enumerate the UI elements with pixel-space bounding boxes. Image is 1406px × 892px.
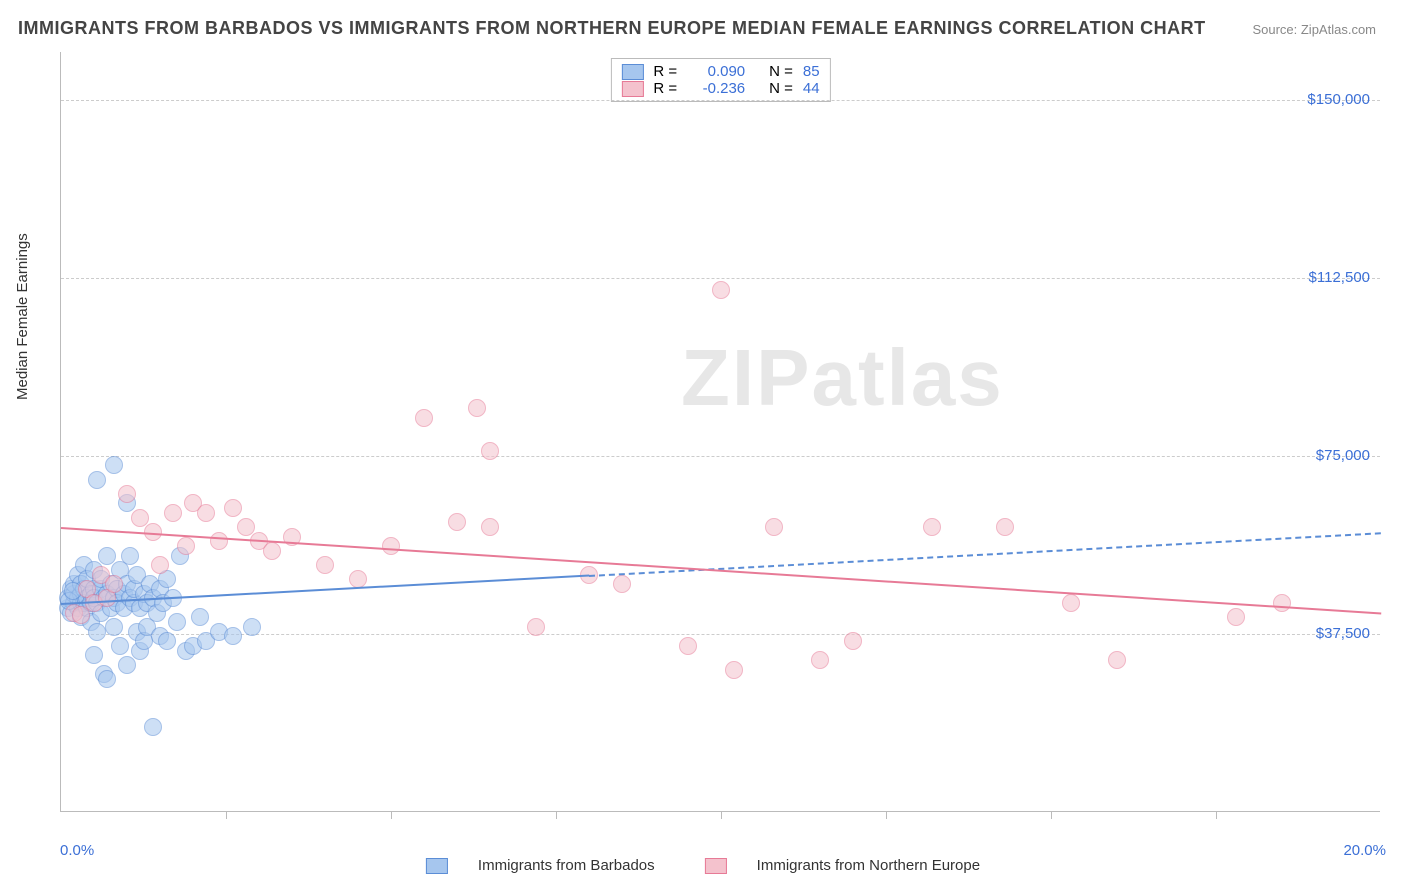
legend-label-1: Immigrants from Barbados [478,857,655,874]
r-value-2: -0.236 [687,80,745,97]
scatter-point [613,575,631,593]
n-label: N = [769,80,793,97]
scatter-point [88,471,106,489]
scatter-point [844,632,862,650]
legend-swatch-2 [705,858,727,874]
scatter-point [679,637,697,655]
x-tick-mark [1051,811,1052,819]
r-label: R = [653,63,677,80]
source-attribution: Source: ZipAtlas.com [1252,22,1376,37]
y-tick-label: $112,500 [1260,269,1370,286]
series-legend: Immigrants from Barbados Immigrants from… [426,857,980,874]
y-tick-label: $150,000 [1260,91,1370,108]
scatter-point [111,637,129,655]
x-tick-min: 0.0% [60,842,94,859]
scatter-point [237,518,255,536]
scatter-point [177,537,195,555]
scatter-point [98,670,116,688]
scatter-point [121,547,139,565]
scatter-point [98,547,116,565]
scatter-point [118,656,136,674]
y-axis-label: Median Female Earnings [14,233,31,400]
stats-legend: R = 0.090 N = 85 R = -0.236 N = 44 [610,58,830,102]
scatter-point [316,556,334,574]
gridline-h [61,634,1380,635]
scatter-point [996,518,1014,536]
scatter-point [131,509,149,527]
gridline-h [61,278,1380,279]
scatter-point [527,618,545,636]
y-tick-label: $75,000 [1260,447,1370,464]
scatter-point [263,542,281,560]
scatter-point [1062,594,1080,612]
scatter-point [811,651,829,669]
n-label: N = [769,63,793,80]
scatter-point [144,718,162,736]
x-tick-mark [226,811,227,819]
trend-line [61,527,1381,614]
x-tick-mark [391,811,392,819]
scatter-point [197,504,215,522]
stats-row-2: R = -0.236 N = 44 [621,80,819,97]
scatter-point [224,627,242,645]
scatter-point [382,537,400,555]
scatter-point [105,618,123,636]
n-value-2: 44 [803,80,820,97]
scatter-point [1273,594,1291,612]
scatter-point [1227,608,1245,626]
scatter-point [481,442,499,460]
legend-swatch-1 [426,858,448,874]
scatter-point [105,575,123,593]
n-value-1: 85 [803,63,820,80]
x-tick-mark [886,811,887,819]
gridline-h [61,456,1380,457]
scatter-point [243,618,261,636]
x-tick-mark [556,811,557,819]
plot-area: ZIPatlas R = 0.090 N = 85 R = -0.236 N =… [60,52,1380,812]
scatter-point [118,485,136,503]
scatter-point [1108,651,1126,669]
scatter-point [151,556,169,574]
scatter-point [415,409,433,427]
watermark: ZIPatlas [681,332,1004,424]
scatter-point [923,518,941,536]
swatch-series-2 [621,81,643,97]
scatter-point [448,513,466,531]
scatter-point [712,281,730,299]
swatch-series-1 [621,64,643,80]
scatter-point [168,613,186,631]
scatter-point [105,456,123,474]
scatter-point [481,518,499,536]
chart-title: IMMIGRANTS FROM BARBADOS VS IMMIGRANTS F… [18,18,1206,39]
scatter-point [88,623,106,641]
scatter-point [85,646,103,664]
scatter-point [158,632,176,650]
x-tick-max: 20.0% [1343,842,1386,859]
x-tick-mark [1216,811,1217,819]
gridline-h [61,100,1380,101]
scatter-point [725,661,743,679]
scatter-point [349,570,367,588]
scatter-point [224,499,242,517]
scatter-point [765,518,783,536]
r-label: R = [653,80,677,97]
stats-row-1: R = 0.090 N = 85 [621,63,819,80]
scatter-point [164,504,182,522]
scatter-point [191,608,209,626]
scatter-point [210,532,228,550]
scatter-point [468,399,486,417]
r-value-1: 0.090 [687,63,745,80]
y-tick-label: $37,500 [1260,625,1370,642]
legend-label-2: Immigrants from Northern Europe [757,857,980,874]
x-tick-mark [721,811,722,819]
